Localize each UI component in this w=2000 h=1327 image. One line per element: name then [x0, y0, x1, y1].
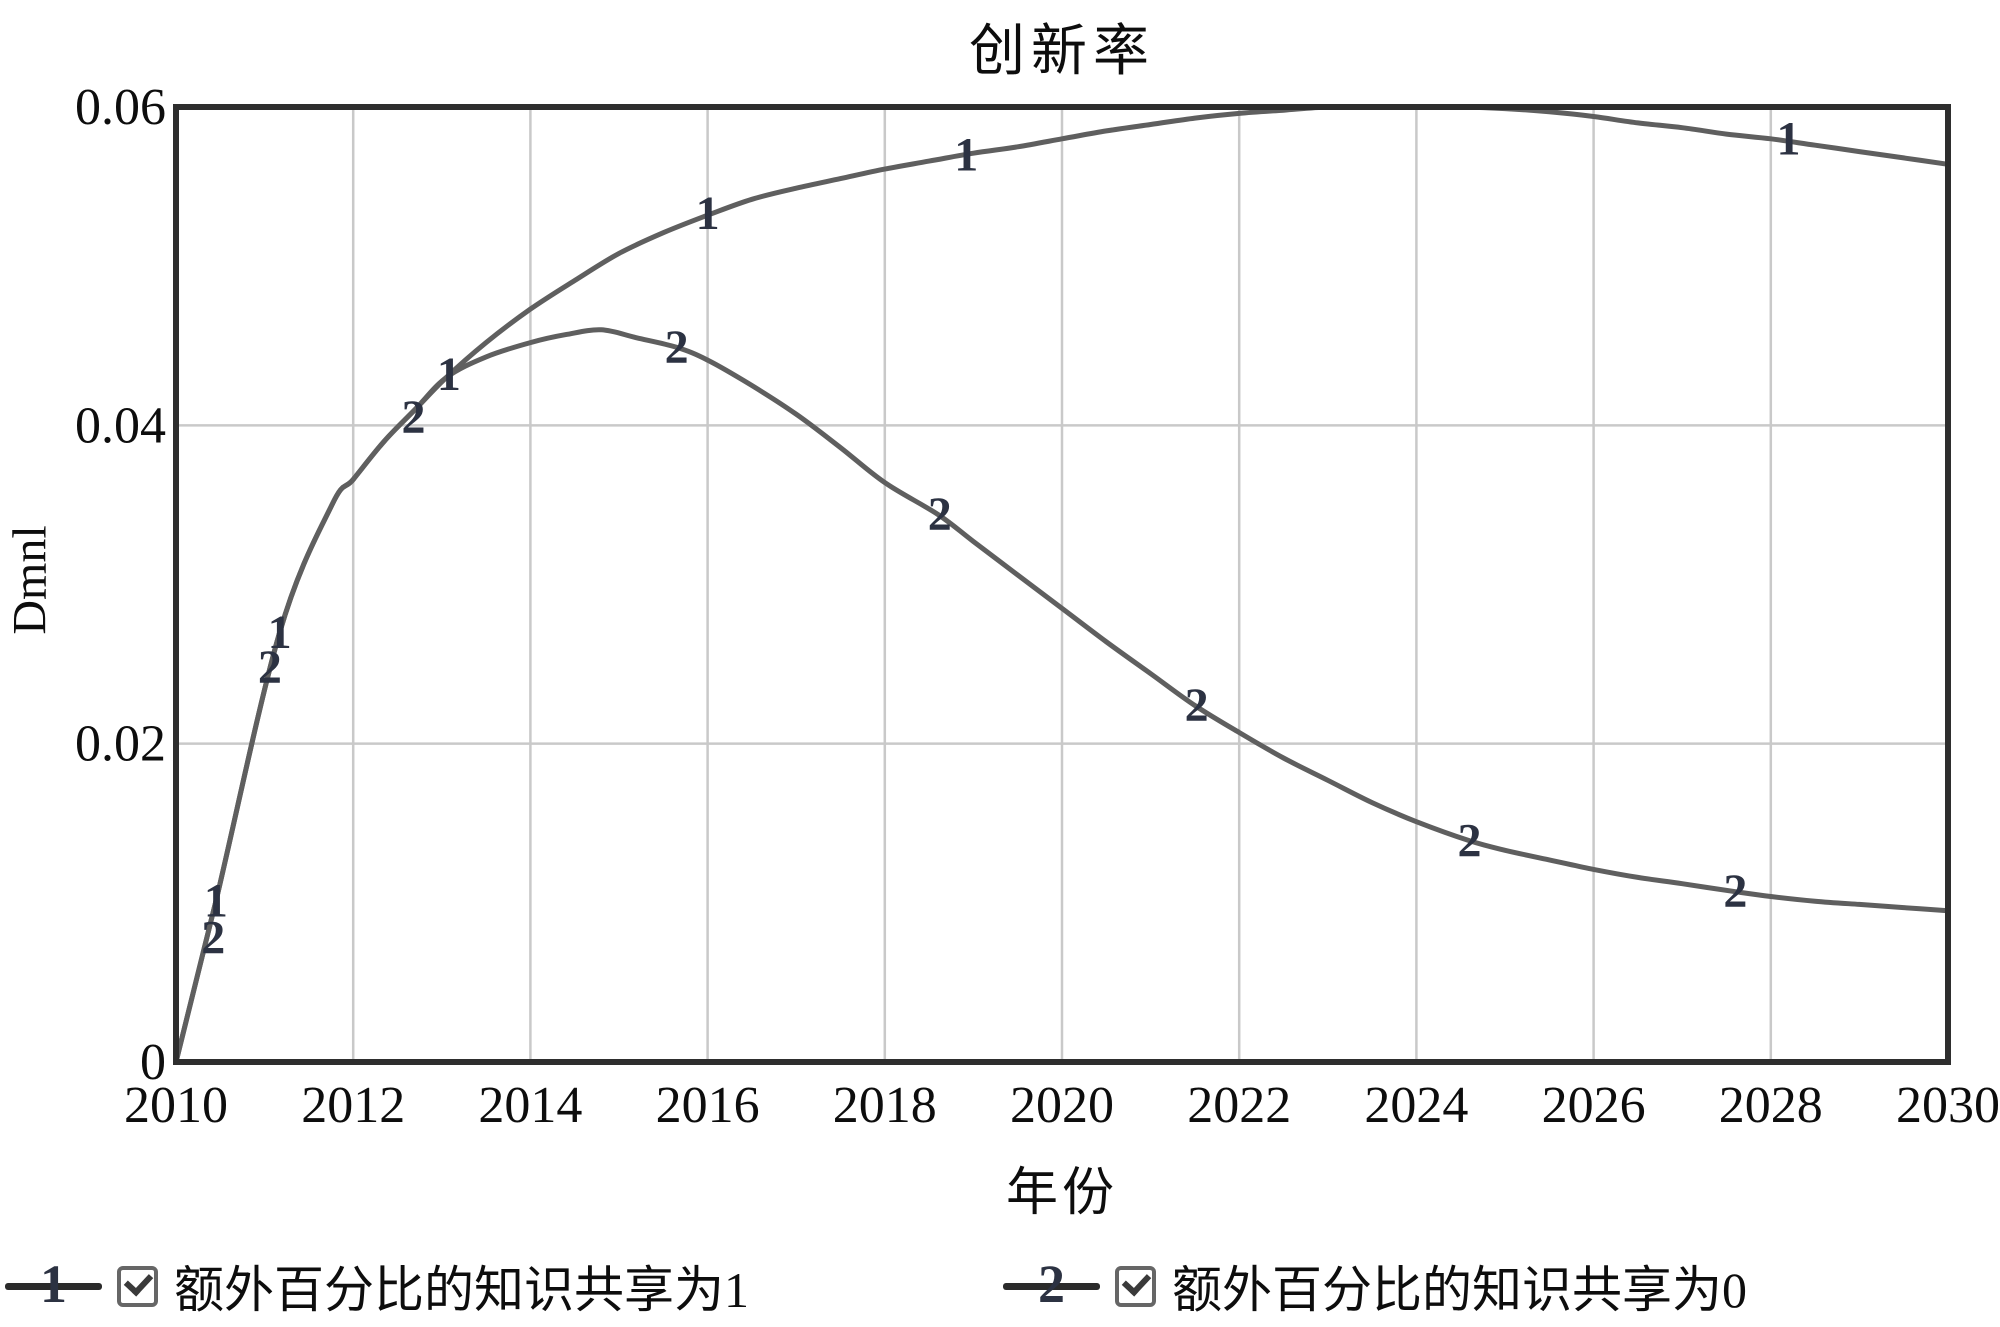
legend-label-1: 额外百分比的知识共享为1 [174, 1262, 749, 1318]
x-axis-label: 年份 [1005, 1165, 1118, 1222]
series-1-marker-label: 1 [268, 606, 292, 659]
series-2-marker-label: 2 [201, 911, 225, 964]
legend-line-icon [5, 1283, 102, 1290]
x-tick-label: 2022 [1187, 1077, 1291, 1134]
series-2-marker-label: 2 [1185, 679, 1209, 732]
series-2-marker-label: 2 [401, 391, 425, 444]
series-1-marker-label: 1 [1777, 112, 1801, 165]
legend-series-number-2: 2 [1038, 1253, 1065, 1314]
y-tick-label: 0.02 [75, 716, 166, 773]
x-tick-label: 2014 [478, 1077, 582, 1134]
series-2-marker-label: 2 [928, 488, 952, 541]
legend-item-series-1: 1 额外百分比的知识共享为1 [5, 1250, 749, 1322]
series-1-marker-label: 1 [954, 128, 978, 181]
series-1-curve [173, 104, 1951, 1065]
chart-title: 创新率 [969, 21, 1155, 83]
x-tick-label: 2030 [1896, 1077, 2000, 1134]
legend-checkbox-1[interactable] [117, 1265, 158, 1307]
series-1-marker-label: 1 [437, 348, 461, 401]
legend-checkbox-2[interactable] [1115, 1265, 1156, 1307]
x-tick-label: 2018 [833, 1077, 937, 1134]
x-tick-label: 2010 [124, 1077, 228, 1134]
y-tick-label: 0 [140, 1034, 166, 1091]
legend-line-sample-2: 2 [1003, 1250, 1100, 1322]
series-1-marker-label: 1 [204, 875, 228, 928]
series-2-marker-label: 2 [665, 321, 689, 374]
series-1-marker-label: 1 [696, 187, 720, 240]
x-tick-label: 2026 [1542, 1077, 1646, 1134]
x-tick-label: 2020 [1010, 1077, 1114, 1134]
y-tick-label: 0.06 [75, 79, 166, 136]
x-tick-label: 2016 [656, 1077, 760, 1134]
series-2-marker-label: 2 [258, 641, 282, 694]
check-icon [123, 1266, 154, 1296]
series-2-marker-label: 2 [1723, 865, 1747, 918]
legend-label-2: 额外百分比的知识共享为0 [1172, 1262, 1747, 1318]
legend-series-number-1: 1 [40, 1253, 67, 1314]
x-tick-label: 2012 [301, 1077, 405, 1134]
check-icon [1121, 1266, 1152, 1296]
y-tick-label: 0.04 [75, 397, 166, 454]
x-tick-label: 2028 [1719, 1077, 1823, 1134]
series-2-marker-label: 2 [1458, 814, 1482, 867]
legend-line-sample-1: 1 [5, 1250, 102, 1322]
legend-item-series-2: 2 额外百分比的知识共享为0 [1003, 1250, 1747, 1322]
x-tick-label: 2024 [1364, 1077, 1468, 1134]
legend-line-icon [1003, 1283, 1100, 1290]
plot-frame [173, 104, 1951, 1065]
